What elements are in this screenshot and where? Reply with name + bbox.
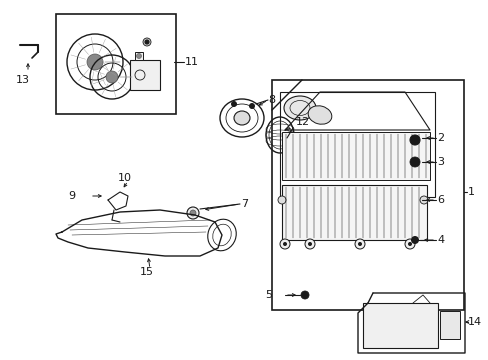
Text: 9: 9 xyxy=(68,191,75,201)
Bar xyxy=(56,14,176,114)
Bar xyxy=(362,303,437,348)
Bar xyxy=(135,52,142,60)
Circle shape xyxy=(409,157,419,167)
Circle shape xyxy=(354,239,364,249)
Text: 6: 6 xyxy=(436,195,443,205)
Circle shape xyxy=(410,236,418,244)
Circle shape xyxy=(248,103,254,109)
Circle shape xyxy=(136,54,141,58)
Text: 15: 15 xyxy=(140,267,154,277)
Bar xyxy=(271,80,463,310)
Circle shape xyxy=(307,242,311,246)
Circle shape xyxy=(404,239,414,249)
Text: 12: 12 xyxy=(295,117,309,127)
Ellipse shape xyxy=(307,106,331,124)
Text: 14: 14 xyxy=(467,317,481,327)
Ellipse shape xyxy=(284,96,315,120)
Ellipse shape xyxy=(234,111,249,125)
Bar xyxy=(282,132,429,180)
Bar xyxy=(280,92,434,197)
Circle shape xyxy=(230,101,237,107)
Circle shape xyxy=(145,40,149,44)
Text: 5: 5 xyxy=(264,290,271,300)
Text: 7: 7 xyxy=(241,199,247,209)
Circle shape xyxy=(301,291,308,299)
Circle shape xyxy=(186,207,199,219)
Circle shape xyxy=(106,71,118,83)
Circle shape xyxy=(357,242,361,246)
Circle shape xyxy=(305,239,314,249)
Circle shape xyxy=(280,239,289,249)
Circle shape xyxy=(142,38,151,46)
Text: 10: 10 xyxy=(118,173,132,183)
Text: 1: 1 xyxy=(467,187,474,197)
Circle shape xyxy=(407,242,411,246)
Circle shape xyxy=(283,242,286,246)
Circle shape xyxy=(87,54,103,70)
Text: 2: 2 xyxy=(436,133,443,143)
Text: 4: 4 xyxy=(436,235,443,245)
Text: 11: 11 xyxy=(184,57,199,67)
Text: 3: 3 xyxy=(436,157,443,167)
Bar xyxy=(282,185,426,240)
Circle shape xyxy=(190,210,196,216)
Circle shape xyxy=(409,135,419,145)
Text: 13: 13 xyxy=(16,75,30,85)
Text: 8: 8 xyxy=(267,95,275,105)
Bar xyxy=(439,311,459,339)
Circle shape xyxy=(278,196,285,204)
Bar xyxy=(130,60,160,90)
Circle shape xyxy=(419,196,427,204)
